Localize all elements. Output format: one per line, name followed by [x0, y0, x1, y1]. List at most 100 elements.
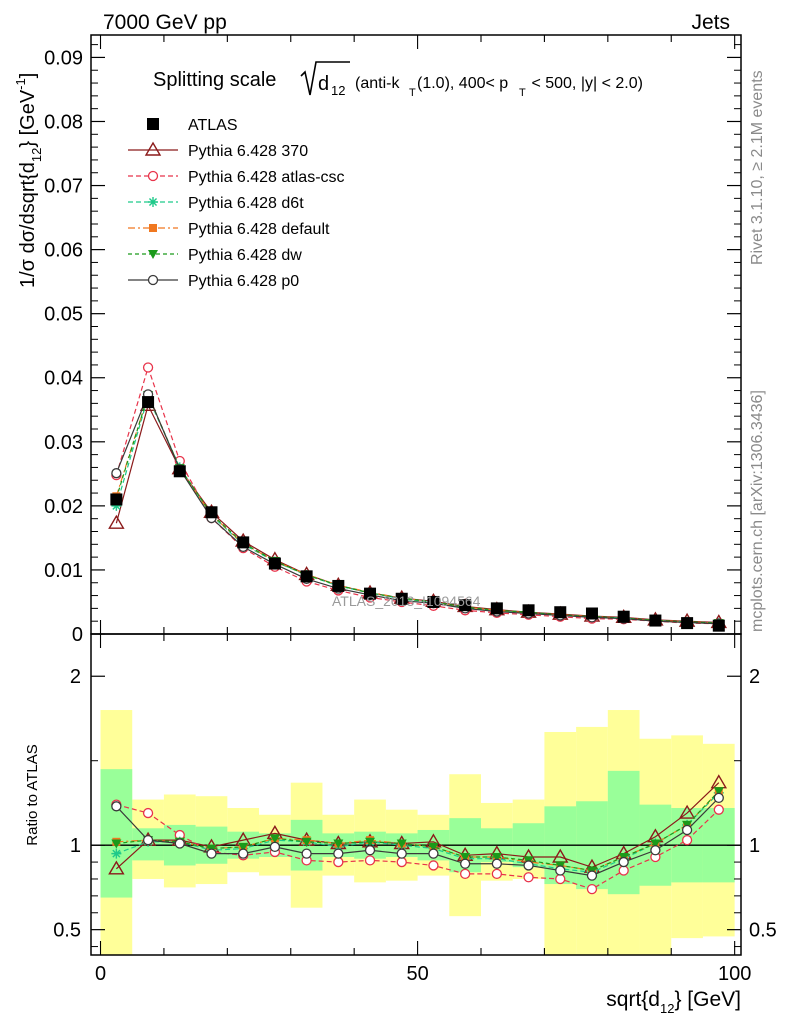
ratio-point-p0 — [269, 841, 281, 853]
series-ATLAS — [110, 396, 725, 632]
ratio-point-dw — [111, 839, 122, 849]
ratio-uncertainty-bands — [91, 710, 741, 955]
legend-marker-dw — [148, 250, 158, 259]
ratio-y-tick-label: 2 — [70, 666, 81, 688]
sqrt-symbol-icon — [300, 61, 350, 96]
ratio-series-dw — [111, 787, 724, 876]
legend-marker-default — [149, 224, 157, 232]
ratio-point-p0 — [713, 792, 724, 804]
ratio-point-dw — [333, 839, 344, 849]
main-y-tick-label: 0.05 — [44, 304, 83, 326]
ratio-point-p0 — [523, 860, 534, 871]
ratio-line-dw — [116, 790, 720, 872]
title-sqrt-base: d — [318, 73, 329, 95]
ratio-point-p0 — [364, 845, 376, 856]
x-label-sub: 12 — [660, 1001, 674, 1016]
y-label-close: ] — [17, 73, 39, 79]
data-point-ATLAS — [205, 506, 218, 519]
legend-label-dw: Pythia 6.428 dw — [188, 247, 302, 264]
data-point-ATLAS — [554, 606, 567, 619]
ratio-point-dw — [491, 853, 502, 863]
ratio-point-p0 — [491, 858, 503, 869]
data-point-ATLAS — [522, 604, 535, 617]
ratio-y-tick-label: 0.5 — [53, 920, 81, 942]
rivet-label: Rivet 3.1.10, ≥ 2.1M events — [749, 70, 766, 265]
data-point-ATLAS — [173, 465, 186, 478]
legend-entry-dw: Pythia 6.428 dw — [128, 247, 302, 264]
data-point-d6t — [111, 500, 122, 511]
data-point-p370 — [108, 514, 125, 529]
ratio-series-atlascsc — [111, 799, 724, 895]
title-part-3: < 500, |y| < 2.0) — [527, 75, 643, 92]
header-right-label: Jets — [691, 11, 730, 34]
ratio-point-dw — [269, 834, 280, 844]
data-point-ATLAS — [459, 599, 472, 612]
main-y-axis-label: 1/σ dσ/dsqrt{d12} [GeV-1] — [13, 73, 44, 288]
x-label-main: sqrt{d — [606, 988, 660, 1011]
ratio-point-atlascsc — [618, 865, 629, 876]
x-label-end: } [GeV] — [674, 988, 741, 1011]
ratio-line-d6t — [116, 792, 720, 873]
ratio-plot-frame — [90, 633, 742, 956]
ratio-y-tick-label: 1 — [70, 835, 81, 857]
ratio-line-p0 — [115, 797, 720, 877]
legend-entry-default: Pythia 6.428 default — [128, 221, 330, 238]
ratio-point-p370 — [678, 804, 696, 819]
ratio-point-p0 — [586, 870, 598, 881]
data-point-ATLAS — [395, 592, 408, 605]
data-point-ATLAS — [585, 607, 598, 620]
data-point-ATLAS — [332, 579, 345, 592]
ratio-point-p0 — [459, 858, 471, 869]
ratio-point-dw — [713, 787, 724, 797]
data-point-atlascsc — [142, 362, 154, 373]
legend-entry-d6t: Pythia 6.428 d6t — [128, 195, 304, 212]
x-tick-label: 100 — [718, 963, 751, 985]
legend-label-p0: Pythia 6.428 p0 — [188, 273, 299, 290]
data-point-ATLAS — [681, 617, 694, 630]
main-y-tick-label: 0.03 — [44, 432, 83, 454]
ratio-point-p0 — [174, 838, 185, 849]
y-label-end: } [GeV — [17, 89, 39, 147]
analysis-watermark: ATLAS_2013_I1094564 — [332, 593, 481, 609]
data-point-p0 — [111, 468, 122, 479]
series-atlascsc — [111, 362, 724, 629]
ratio-point-p0 — [681, 824, 693, 836]
ratio-point-dw — [428, 842, 439, 852]
ratio-y-tick-label-right: 1 — [749, 835, 760, 857]
ratio-point-dw — [396, 839, 407, 849]
ratio-series-p0 — [111, 792, 724, 881]
legend-entry-p0: Pythia 6.428 p0 — [128, 273, 299, 290]
data-point-ATLAS — [237, 536, 250, 549]
ratio-point-dw — [238, 842, 249, 852]
ratio-point-p0 — [650, 845, 661, 856]
ratio-point-p0 — [142, 834, 154, 846]
data-point-ATLAS — [649, 614, 662, 627]
ratio-point-p0 — [301, 848, 312, 859]
ratio-point-p0 — [396, 848, 407, 859]
ratio-point-atlascsc — [523, 872, 534, 883]
title-sub-t: T — [409, 87, 416, 99]
ratio-point-atlascsc — [364, 855, 376, 866]
ratio-point-dw — [650, 839, 661, 849]
ratio-point-p370 — [108, 860, 125, 875]
ratio-point-atlascsc — [333, 856, 344, 868]
main-y-tick-label: 0.02 — [44, 496, 83, 518]
data-point-ATLAS — [490, 602, 503, 615]
title-part-1: (anti-k — [355, 75, 400, 92]
main-plot-marks — [108, 362, 728, 632]
ratio-point-d6t — [111, 848, 122, 859]
main-y-tick-label: 0.08 — [44, 111, 83, 133]
ratio-point-p0 — [111, 801, 122, 812]
main-plot-panel: ATLAS_2013_I1094564 0 0.01 0.02 0.03 0.04 0.0… — [13, 34, 742, 646]
legend-marker-ATLAS — [147, 118, 159, 130]
series-line-d6t — [115, 395, 719, 624]
ratio-point-atlascsc — [555, 873, 566, 885]
plot-title: Splitting scale d 12 (anti-k T (1.0), 40… — [153, 61, 643, 99]
main-y-tick-label: 0.06 — [44, 240, 83, 262]
legend-marker-p370 — [144, 141, 162, 156]
legend-label-atlascsc: Pythia 6.428 atlas-csc — [188, 169, 345, 186]
main-y-tick-label: 0.04 — [44, 368, 83, 390]
ratio-line-atlascsc — [116, 804, 720, 890]
ratio-point-atlascsc — [713, 804, 724, 815]
